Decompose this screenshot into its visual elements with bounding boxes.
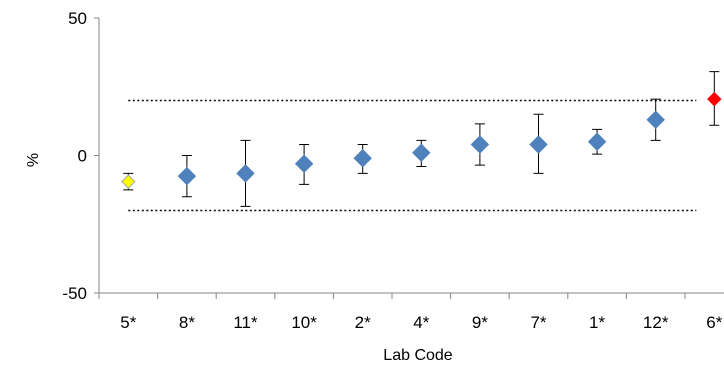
x-tick-label: 5* [120,313,136,332]
x-axis-title: Lab Code [383,347,452,364]
data-point-8 [177,166,197,186]
data-point-5 [121,174,136,189]
x-tick-label: 2* [355,313,371,332]
y-tick-label: 0 [78,147,87,166]
data-point-11 [236,164,255,183]
y-tick-label: 50 [68,9,87,28]
data-point-1 [587,132,607,151]
reference-lines [128,99,697,212]
x-tick-label: 10* [291,313,317,332]
data-point-2 [353,149,372,168]
y-axis-title: % [25,153,42,167]
data-point-10 [294,154,314,173]
error-bars [123,71,720,207]
x-tick-label: 9* [472,313,488,332]
x-tick-label: 7* [530,313,546,332]
data-point-4 [412,143,431,162]
data-point-6 [707,91,722,107]
data-point-7 [529,135,548,154]
x-tick-label: 1* [589,313,605,332]
x-tick-label: 4* [413,313,429,332]
data-point-9 [470,135,490,154]
x-axis: 5* 8* 11* 10* 2* 4* 9* 7* 1* 12* 6* [98,292,724,332]
x-tick-label: 8* [179,313,195,332]
data-markers [121,91,722,189]
y-axis: -50 0 50 [62,9,100,303]
x-tick-label: 12* [643,313,669,332]
data-point-12 [646,110,665,129]
y-tick-label: -50 [62,284,87,303]
x-tick-label: 11* [233,313,258,332]
x-tick-label: 6* [706,313,722,332]
